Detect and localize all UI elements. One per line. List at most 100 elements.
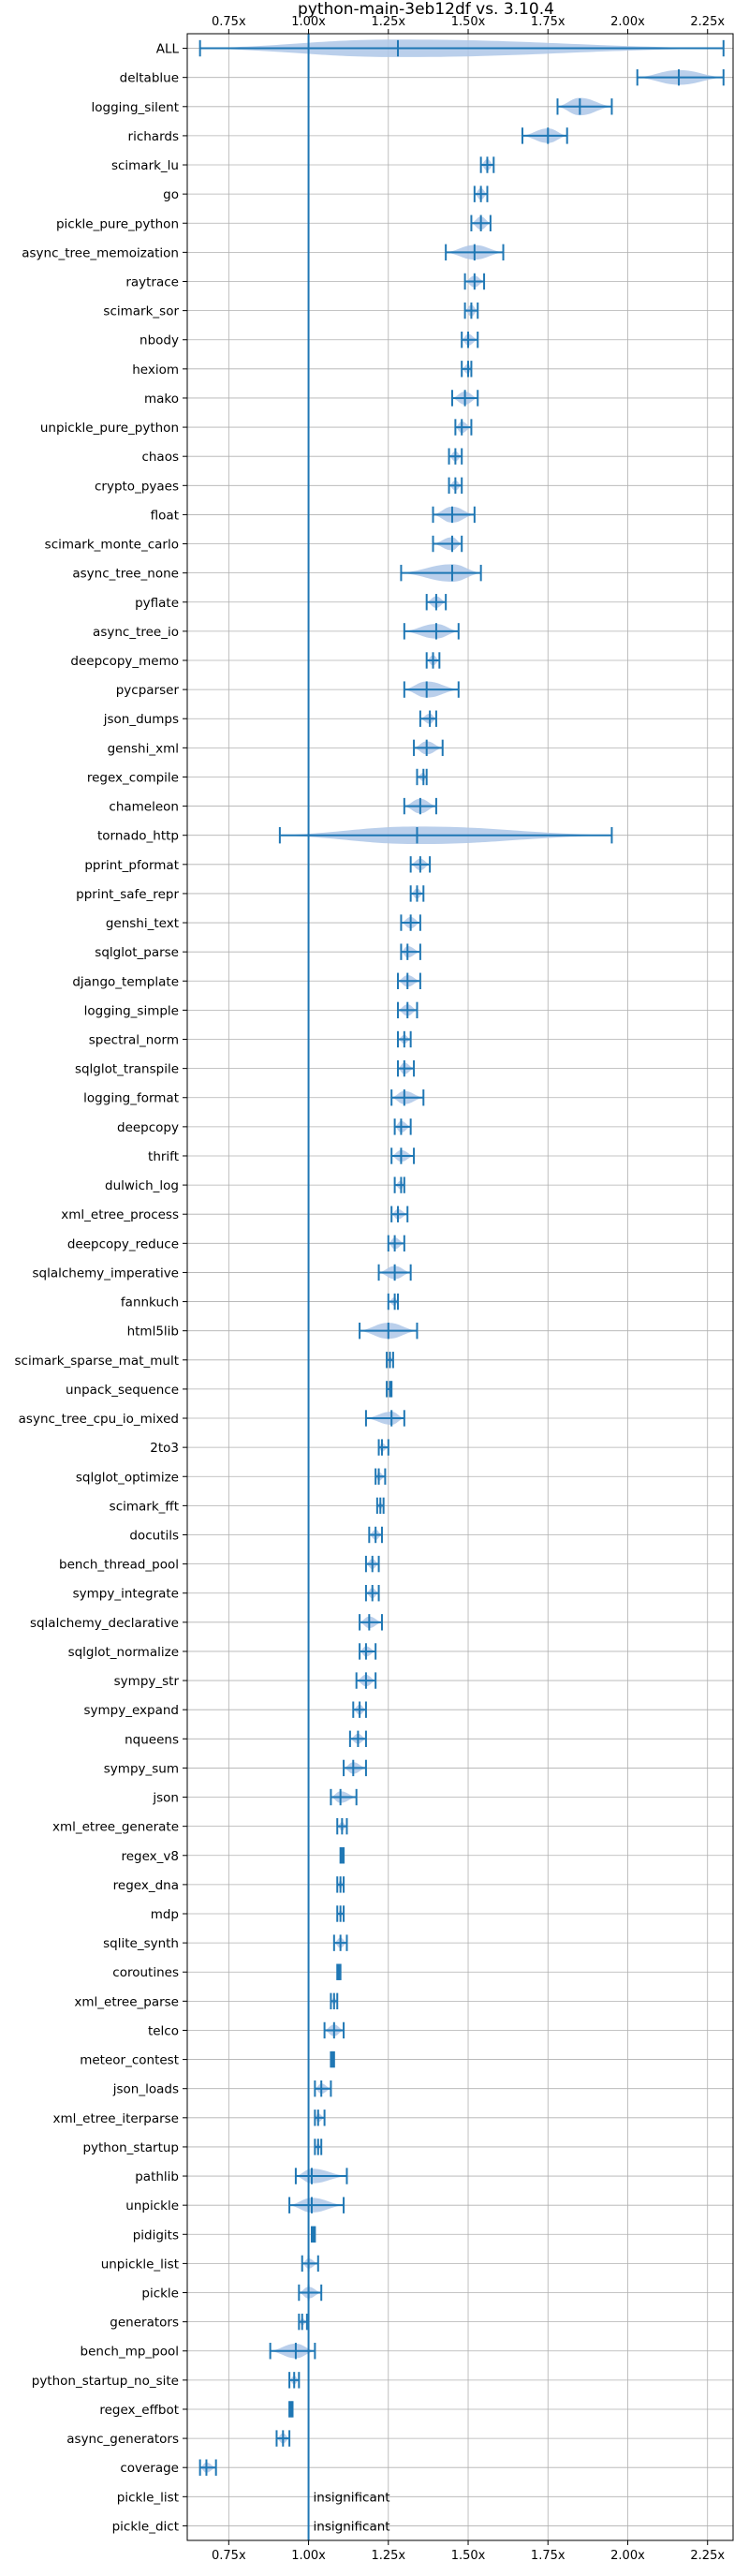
category-label: sqlalchemy_declarative <box>30 1616 179 1631</box>
category-label: float <box>151 508 179 523</box>
violin-chaos <box>448 448 463 465</box>
violin-hexiom <box>461 361 473 378</box>
category-label: unpickle <box>125 2198 179 2213</box>
violin-xml_etree_parse <box>330 1992 339 2010</box>
violin-json_loads <box>314 2080 332 2097</box>
violin-pickle <box>298 2284 323 2302</box>
category-label: xml_etree_parse <box>74 1994 179 2009</box>
violin-crypto_pyaes <box>448 477 463 495</box>
category-label: xml_etree_iterparse <box>53 2111 180 2126</box>
category-label: deepcopy <box>117 1120 179 1135</box>
x-tick-label: 1.00x <box>291 2549 326 2563</box>
x-tick-label: 1.75x <box>531 2549 565 2563</box>
x-axis-bottom: 0.75x 1.00x 1.25x 1.50x 1.75x 2.00x 2.25x <box>212 2540 725 2563</box>
category-label: fannkuch <box>121 1295 179 1310</box>
category-label: generators <box>110 2316 179 2331</box>
violin-docutils <box>368 1526 383 1544</box>
y-axis-labels: ALL deltablue logging_silent richards scimar… <box>15 42 187 2534</box>
violin-deepcopy <box>393 1118 412 1135</box>
violin-sqlalchemy_declarative <box>359 1614 383 1631</box>
category-label: sqlalchemy_imperative <box>33 1266 180 1281</box>
category-label: hexiom <box>132 363 179 378</box>
category-label: json_loads <box>112 2082 179 2097</box>
violin-pidigits <box>310 2226 316 2243</box>
chart-title: python-main-3eb12df vs. 3.10.4 <box>298 0 554 19</box>
violin-async_tree_cpu_io_mixed <box>364 1410 405 1427</box>
violin-sqlglot_optimize <box>374 1468 387 1485</box>
violin-regex_dna <box>336 1876 345 1893</box>
violin-dulwich_log <box>393 1177 405 1193</box>
x-tick-label: 1.25x <box>371 15 405 29</box>
violin-xml_etree_process <box>390 1206 409 1222</box>
violin-xml_etree_generate <box>336 1817 348 1835</box>
violin-meteor_contest <box>330 2050 335 2068</box>
insignificant-note: insignificant <box>314 2490 390 2505</box>
violin-mdp <box>336 1905 345 1922</box>
category-label: regex_v8 <box>121 1849 179 1864</box>
violin-regex_v8 <box>339 1847 345 1864</box>
category-label: nqueens <box>125 1732 179 1747</box>
violin-unpickle <box>288 2197 345 2213</box>
category-label: deepcopy_reduce <box>67 1236 179 1251</box>
category-label: pathlib <box>135 2169 179 2184</box>
category-label: html5lib <box>127 1325 179 1340</box>
category-label: coverage <box>120 2461 179 2476</box>
violin-sympy_integrate <box>364 1585 380 1602</box>
violin-go <box>473 185 489 202</box>
category-label: chameleon <box>109 800 179 815</box>
violin-sqlglot_transpile <box>397 1059 416 1077</box>
category-label: chaos <box>141 450 179 465</box>
category-label: django_template <box>72 974 179 989</box>
violin-async_tree_memoization <box>445 244 505 261</box>
violin-python_startup_no_site <box>288 2372 301 2389</box>
violin-thrift <box>390 1147 416 1164</box>
violin-json <box>330 1788 358 1806</box>
x-tick-label: 1.75x <box>531 15 565 29</box>
violin-tornado_http <box>278 826 613 845</box>
x-tick-label: 0.75x <box>212 2549 246 2563</box>
category-label: mdp <box>151 1907 179 1922</box>
category-label: python_startup <box>82 2140 179 2155</box>
category-label: bench_mp_pool <box>81 2345 179 2360</box>
category-label: dulwich_log <box>105 1178 179 1193</box>
violin-sqlalchemy_imperative <box>377 1264 412 1281</box>
category-label: scimark_monte_carlo <box>45 538 179 553</box>
violin-deltablue <box>636 68 725 86</box>
violin-html5lib <box>359 1322 419 1340</box>
plot-frame <box>186 33 734 2541</box>
category-label: go <box>163 187 179 202</box>
violin-mako <box>450 390 479 407</box>
category-label: pidigits <box>133 2228 179 2243</box>
category-label: sqlite_synth <box>103 1936 179 1951</box>
violin-unpickle_list <box>301 2255 319 2273</box>
violin-deepcopy_memo <box>425 652 441 669</box>
violin-logging_format <box>390 1089 425 1106</box>
category-label: logging_format <box>83 1091 179 1106</box>
violin-scimark_sparse_mat_mult <box>386 1352 394 1369</box>
category-label: json <box>152 1791 179 1806</box>
violin-regex_compile <box>416 768 428 786</box>
category-label: nbody <box>140 333 179 348</box>
category-label: sympy_str <box>114 1674 180 1689</box>
category-label: unpickle_pure_python <box>40 421 179 436</box>
category-label: genshi_xml <box>108 741 179 756</box>
violin-pprint_pformat <box>409 856 432 873</box>
category-label: unpack_sequence <box>66 1383 179 1398</box>
category-label: pyflate <box>135 596 179 611</box>
category-label: pickle_dict <box>112 2519 179 2534</box>
violin-richards <box>521 127 568 144</box>
violin-sqlglot_normalize <box>359 1643 377 1660</box>
category-label: scimark_sparse_mat_mult <box>15 1354 179 1369</box>
violin-pprint_safe_repr <box>409 885 425 902</box>
violin-telco <box>323 2021 345 2039</box>
violin-fannkuch <box>387 1293 400 1310</box>
category-label: sympy_expand <box>83 1703 179 1718</box>
category-label: unpickle_list <box>101 2257 179 2272</box>
category-label: async_generators <box>66 2432 179 2447</box>
category-label: deltablue <box>120 71 179 86</box>
category-label: genshi_text <box>106 916 179 931</box>
violin-scimark_sor <box>463 302 479 319</box>
category-label: pprint_safe_repr <box>76 887 179 902</box>
category-label: 2to3 <box>150 1441 179 1456</box>
x-axis-top: 0.75x 1.00x 1.25x 1.50x 1.75x 2.00x 2.25x <box>212 15 725 34</box>
